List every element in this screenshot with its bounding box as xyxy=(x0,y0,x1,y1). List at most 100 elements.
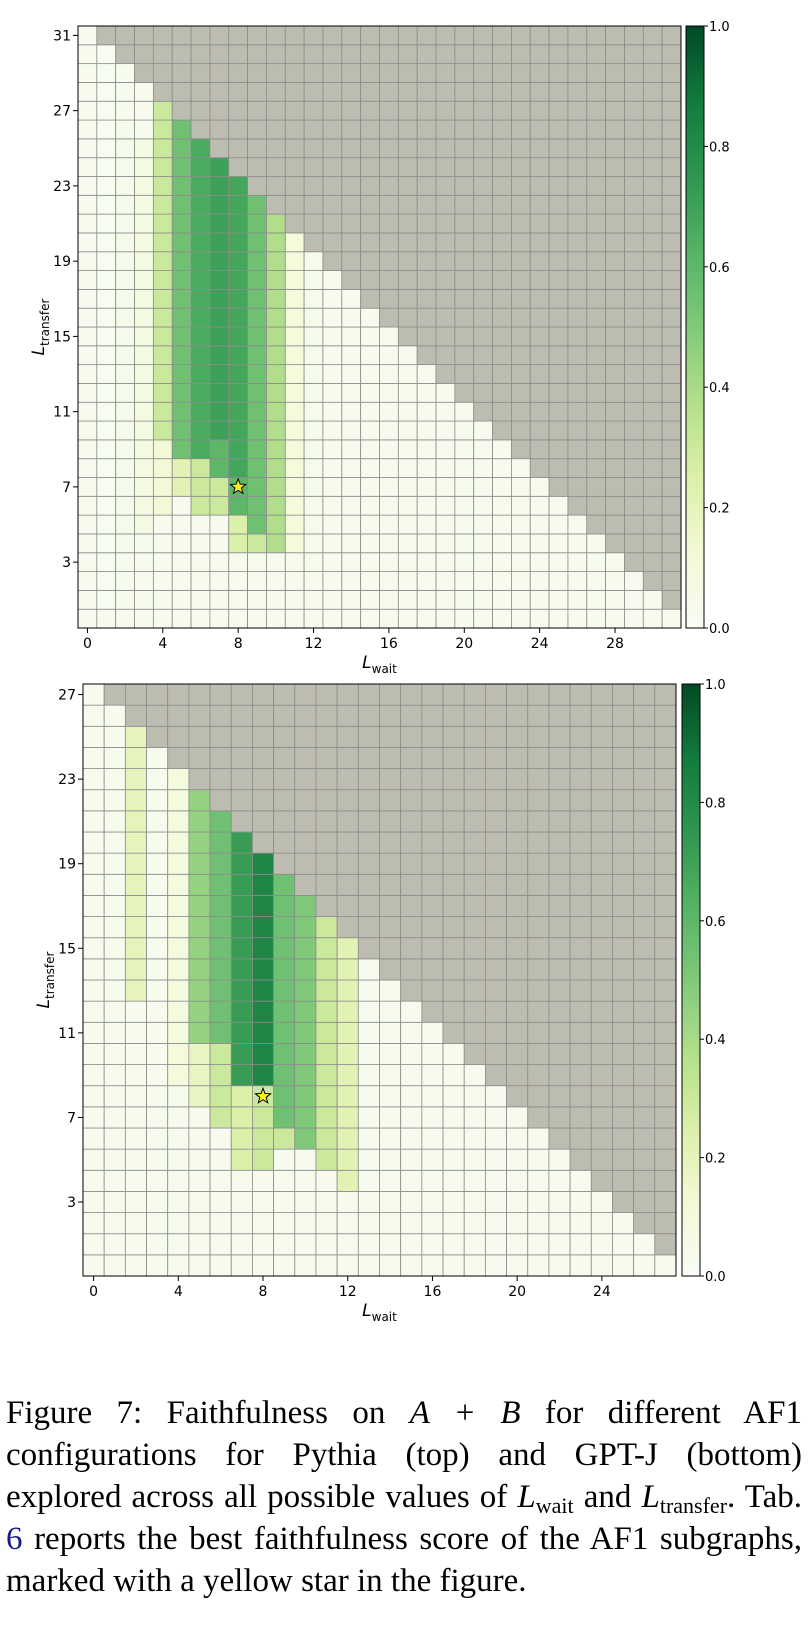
heatmap-cell xyxy=(357,810,380,833)
heatmap-cell xyxy=(506,1021,529,1044)
heatmap-cell xyxy=(266,119,286,140)
heatmap-cell xyxy=(341,176,362,196)
heatmap-cell xyxy=(400,831,423,854)
heatmap-cell xyxy=(463,1085,486,1108)
heatmap-cell xyxy=(612,725,635,748)
heatmap-cell xyxy=(511,364,531,384)
heatmap-cell xyxy=(152,82,173,102)
heatmap-cell xyxy=(303,364,324,384)
y-tick-label: 11 xyxy=(58,1026,76,1042)
heatmap-cell xyxy=(134,533,154,554)
heatmap-cell xyxy=(360,458,380,478)
heatmap-cell xyxy=(252,1212,275,1235)
heatmap-cell xyxy=(103,789,126,812)
heatmap-cell xyxy=(303,345,324,366)
heatmap-cell xyxy=(511,383,531,403)
heatmap-cell xyxy=(379,232,399,253)
heatmap-cell xyxy=(247,251,267,271)
heatmap-cell xyxy=(294,831,317,854)
caption-label: Figure 7: xyxy=(6,1395,143,1431)
heatmap-cell xyxy=(190,552,211,572)
heatmap-cell xyxy=(266,138,286,159)
heatmap-cell xyxy=(400,937,423,960)
y-tick-label: 3 xyxy=(67,1195,76,1211)
heatmap-cell xyxy=(567,514,588,535)
heatmap-cell xyxy=(360,401,380,422)
heatmap-cell xyxy=(230,1127,253,1150)
heatmap-cell xyxy=(284,63,305,83)
heatmap-cell xyxy=(435,270,456,290)
heatmap-cell xyxy=(590,810,613,833)
x-axis-label: Lwait xyxy=(362,653,397,676)
heatmap-cell xyxy=(294,1169,317,1192)
heatmap-cell xyxy=(357,1148,380,1171)
heatmap-cell xyxy=(247,63,267,83)
caption-lwait-sub: wait xyxy=(535,1493,574,1518)
heatmap-cell xyxy=(209,552,230,572)
heatmap-cell xyxy=(209,747,232,769)
heatmap-cell xyxy=(284,571,305,591)
heatmap-cell xyxy=(124,1085,147,1108)
heatmap-cell xyxy=(416,552,437,572)
heatmap-cell xyxy=(484,873,507,896)
heatmap-cell xyxy=(357,895,380,917)
heatmap-cell xyxy=(103,958,126,981)
heatmap-cell xyxy=(661,157,682,177)
heatmap-cell xyxy=(569,683,592,706)
heatmap-cell xyxy=(266,251,286,271)
heatmap-cell xyxy=(315,789,338,812)
heatmap-cell xyxy=(506,1127,529,1150)
heatmap-cell xyxy=(590,1000,613,1023)
heatmap-cell xyxy=(152,533,173,554)
pythia-heatmap-panel: 0 4 8 12 16 20 24 2837111519232731LwaitLtransfe… xyxy=(29,20,730,676)
heatmap-cell xyxy=(82,852,105,875)
heatmap-cell xyxy=(115,477,135,497)
heatmap-cell xyxy=(273,1043,296,1065)
heatmap-cell xyxy=(209,1169,232,1192)
heatmap-cell xyxy=(152,514,173,535)
heatmap-cell xyxy=(134,270,154,290)
heatmap-cell xyxy=(115,571,135,591)
heatmap-cell xyxy=(442,747,465,769)
heatmap-cell xyxy=(548,1191,571,1213)
heatmap-cell xyxy=(167,1191,190,1213)
heatmap-cell xyxy=(146,725,169,748)
heatmap-cell xyxy=(567,458,588,478)
heatmap-cell xyxy=(77,589,98,610)
heatmap-cell xyxy=(586,82,607,102)
heatmap-cell xyxy=(379,552,399,572)
heatmap-cell xyxy=(77,495,98,516)
heatmap-cell xyxy=(442,1148,465,1171)
heatmap-cell xyxy=(266,514,286,535)
heatmap-cell xyxy=(590,1043,613,1065)
heatmap-cell xyxy=(511,608,531,629)
heatmap-cell xyxy=(230,1254,253,1277)
heatmap-cell xyxy=(96,608,117,629)
heatmap-cell xyxy=(167,1021,190,1044)
heatmap-cell xyxy=(624,251,644,271)
heatmap-cell xyxy=(435,100,456,121)
heatmap-cell xyxy=(379,383,399,403)
heatmap-cell xyxy=(188,831,211,854)
heatmap-cell xyxy=(77,157,98,177)
heatmap-cell xyxy=(416,589,437,610)
heatmap-cell xyxy=(134,194,154,215)
heatmap-cell xyxy=(303,288,324,309)
heatmap-cell xyxy=(586,533,607,554)
heatmap-cell xyxy=(152,232,173,253)
heatmap-cell xyxy=(527,1148,550,1171)
heatmap-cell xyxy=(529,495,550,516)
heatmap-cell xyxy=(442,916,465,939)
heatmap-cell xyxy=(247,44,267,65)
heatmap-cell xyxy=(454,571,475,591)
heatmap-cell xyxy=(209,383,230,403)
heatmap-cell xyxy=(661,458,682,478)
heatmap-cell xyxy=(642,608,663,629)
caption-table-ref-link[interactable]: 6 xyxy=(6,1521,23,1557)
heatmap-cell xyxy=(190,608,211,629)
heatmap-cell xyxy=(315,704,338,727)
heatmap-cell xyxy=(77,63,98,83)
heatmap-cell xyxy=(360,477,380,497)
heatmap-cell xyxy=(590,1233,613,1256)
y-axis-label-main: L xyxy=(29,346,49,355)
